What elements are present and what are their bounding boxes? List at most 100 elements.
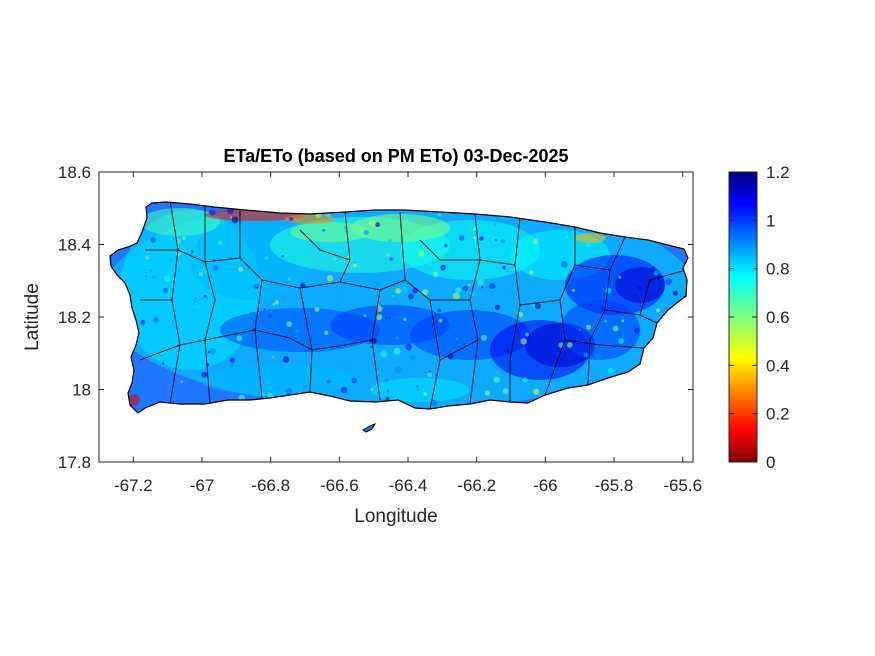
heat-cell bbox=[666, 400, 669, 403]
heat-cell bbox=[363, 229, 369, 235]
heat-cell bbox=[288, 216, 294, 222]
heat-cell bbox=[352, 263, 357, 268]
heat-cell bbox=[473, 236, 476, 240]
heat-cell bbox=[389, 257, 393, 261]
heat-cell bbox=[296, 232, 300, 236]
heat-cell bbox=[150, 237, 156, 243]
heat-cell bbox=[370, 378, 470, 402]
heat-cell bbox=[480, 286, 484, 289]
heat-cell bbox=[463, 285, 469, 291]
heat-cell bbox=[209, 209, 216, 216]
colorbar-tick-label: 0.2 bbox=[766, 405, 790, 424]
municipality-border bbox=[419, 239, 480, 261]
heat-cell bbox=[621, 319, 625, 323]
heat-cell bbox=[586, 242, 591, 247]
heat-cell bbox=[176, 251, 181, 256]
heat-cell bbox=[525, 332, 530, 337]
heat-cell bbox=[583, 352, 589, 358]
heat-cell bbox=[229, 357, 235, 363]
heat-cell bbox=[472, 227, 477, 232]
municipality-border bbox=[587, 269, 611, 386]
island-outline bbox=[109, 201, 689, 414]
heat-cell bbox=[151, 275, 156, 279]
heat-cell bbox=[140, 399, 144, 403]
y-tick-label: 18.6 bbox=[58, 163, 91, 182]
heat-cell bbox=[604, 319, 607, 323]
heat-cell bbox=[300, 282, 306, 288]
heat-cell bbox=[651, 208, 655, 213]
heat-cell bbox=[605, 287, 612, 294]
heat-cell bbox=[180, 380, 183, 383]
heat-cell bbox=[323, 344, 330, 351]
municipality-border bbox=[204, 205, 216, 405]
heat-cell bbox=[468, 283, 471, 287]
x-tick-label: -67.2 bbox=[114, 476, 153, 495]
heat-cell bbox=[272, 356, 275, 359]
heat-cell bbox=[267, 313, 273, 319]
heat-cell bbox=[363, 314, 367, 317]
x-tick-label: -66.4 bbox=[389, 476, 428, 495]
municipality-border bbox=[344, 339, 373, 346]
heat-cell bbox=[381, 377, 385, 380]
heat-cell bbox=[505, 349, 509, 353]
heat-cell bbox=[394, 366, 402, 374]
heat-cell bbox=[149, 269, 152, 272]
chart-title: ETa/ETo (based on PM ETo) 03-Dec-2025 bbox=[223, 146, 568, 166]
heat-cell bbox=[209, 347, 216, 355]
heat-cell bbox=[615, 267, 665, 303]
heat-cell bbox=[440, 264, 447, 271]
heat-cell bbox=[595, 212, 603, 220]
heat-cell bbox=[380, 350, 388, 358]
heat-cell bbox=[263, 308, 266, 311]
y-tick-label: 18.2 bbox=[58, 308, 91, 327]
heat-cell bbox=[437, 212, 442, 217]
heat-cell bbox=[200, 365, 360, 395]
heat-cell bbox=[231, 216, 239, 224]
heat-cell bbox=[370, 388, 374, 391]
heat-cell bbox=[128, 394, 140, 406]
municipality-border bbox=[299, 287, 313, 393]
heat-cell bbox=[663, 225, 667, 228]
heat-cell bbox=[272, 302, 276, 306]
heat-cell bbox=[455, 287, 462, 294]
heat-cell bbox=[370, 337, 377, 344]
heat-cell bbox=[533, 388, 540, 395]
heat-cell bbox=[376, 314, 383, 321]
heat-cell bbox=[493, 223, 497, 227]
heat-cell bbox=[477, 278, 484, 286]
heat-cell bbox=[261, 319, 264, 322]
heatmap-field bbox=[110, 202, 688, 410]
municipality-border bbox=[179, 329, 346, 351]
heat-cell bbox=[322, 229, 325, 232]
heat-cell bbox=[162, 362, 165, 365]
colorbar-tick-label: 1.2 bbox=[766, 163, 790, 182]
heat-cell bbox=[230, 216, 233, 219]
heat-cell bbox=[634, 328, 640, 334]
y-axis-label: Latitude bbox=[22, 283, 43, 351]
heat-cell bbox=[351, 377, 358, 384]
x-axis: -67.2 -67 -66.8 -66.6 -66.4 -66.2 -66 -65.8 -65.… bbox=[114, 172, 702, 495]
heat-cell bbox=[484, 390, 491, 396]
heat-cell bbox=[491, 210, 495, 213]
heat-cell bbox=[594, 353, 602, 360]
heat-cell bbox=[168, 257, 173, 263]
heat-cell bbox=[357, 252, 360, 255]
heat-cell bbox=[340, 386, 348, 394]
municipality-border bbox=[519, 227, 576, 306]
heat-cell bbox=[285, 214, 335, 224]
heat-cell bbox=[327, 380, 331, 384]
x-tick-label: -66.6 bbox=[320, 476, 359, 495]
heat-cell bbox=[140, 320, 146, 326]
heat-cell bbox=[518, 211, 523, 215]
heat-cell bbox=[314, 307, 320, 312]
heat-cell bbox=[578, 328, 581, 331]
heat-cell bbox=[395, 336, 399, 340]
colorbar-tick-label: 0.8 bbox=[766, 260, 790, 279]
municipality-border bbox=[439, 339, 479, 361]
heat-cell bbox=[286, 321, 293, 328]
heat-cell bbox=[163, 287, 169, 293]
heat-cell bbox=[393, 313, 396, 316]
island-map bbox=[109, 201, 689, 433]
municipality-border bbox=[145, 249, 241, 263]
heat-cell bbox=[302, 385, 307, 389]
